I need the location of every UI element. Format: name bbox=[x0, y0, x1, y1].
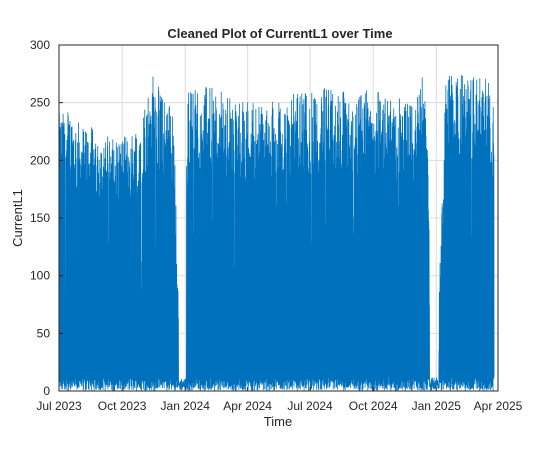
y-tick-label: 150 bbox=[30, 211, 50, 225]
y-tick-label: 250 bbox=[30, 96, 50, 110]
y-tick-label: 200 bbox=[30, 153, 50, 167]
x-tick-label: Apr 2025 bbox=[474, 399, 523, 413]
x-tick-label: Apr 2024 bbox=[223, 399, 272, 413]
x-tick-label: Jan 2024 bbox=[161, 399, 211, 413]
y-axis-label: CurrentL1 bbox=[10, 189, 25, 247]
series-currentl1 bbox=[58, 75, 495, 391]
chart-title: Cleaned Plot of CurrentL1 over Time bbox=[167, 26, 392, 41]
x-tick-label: Jan 2025 bbox=[412, 399, 462, 413]
x-tick-label: Oct 2023 bbox=[98, 399, 147, 413]
y-tick-label: 300 bbox=[30, 38, 50, 52]
y-tick-label: 0 bbox=[43, 384, 50, 398]
y-tick-label: 50 bbox=[37, 326, 51, 340]
x-axis-label: Time bbox=[264, 414, 292, 429]
x-tick-label: Jul 2024 bbox=[287, 399, 333, 413]
y-axis-ticks: 0 50 100 150 200 250 300 bbox=[30, 38, 63, 398]
x-axis-ticks: Jul 2023 Oct 2023 Jan 2024 Apr 2024 Jul 2024… bbox=[36, 387, 523, 413]
y-tick-label: 100 bbox=[30, 269, 50, 283]
x-tick-label: Oct 2024 bbox=[349, 399, 398, 413]
x-tick-label: Jul 2023 bbox=[36, 399, 82, 413]
series-line bbox=[58, 75, 495, 391]
